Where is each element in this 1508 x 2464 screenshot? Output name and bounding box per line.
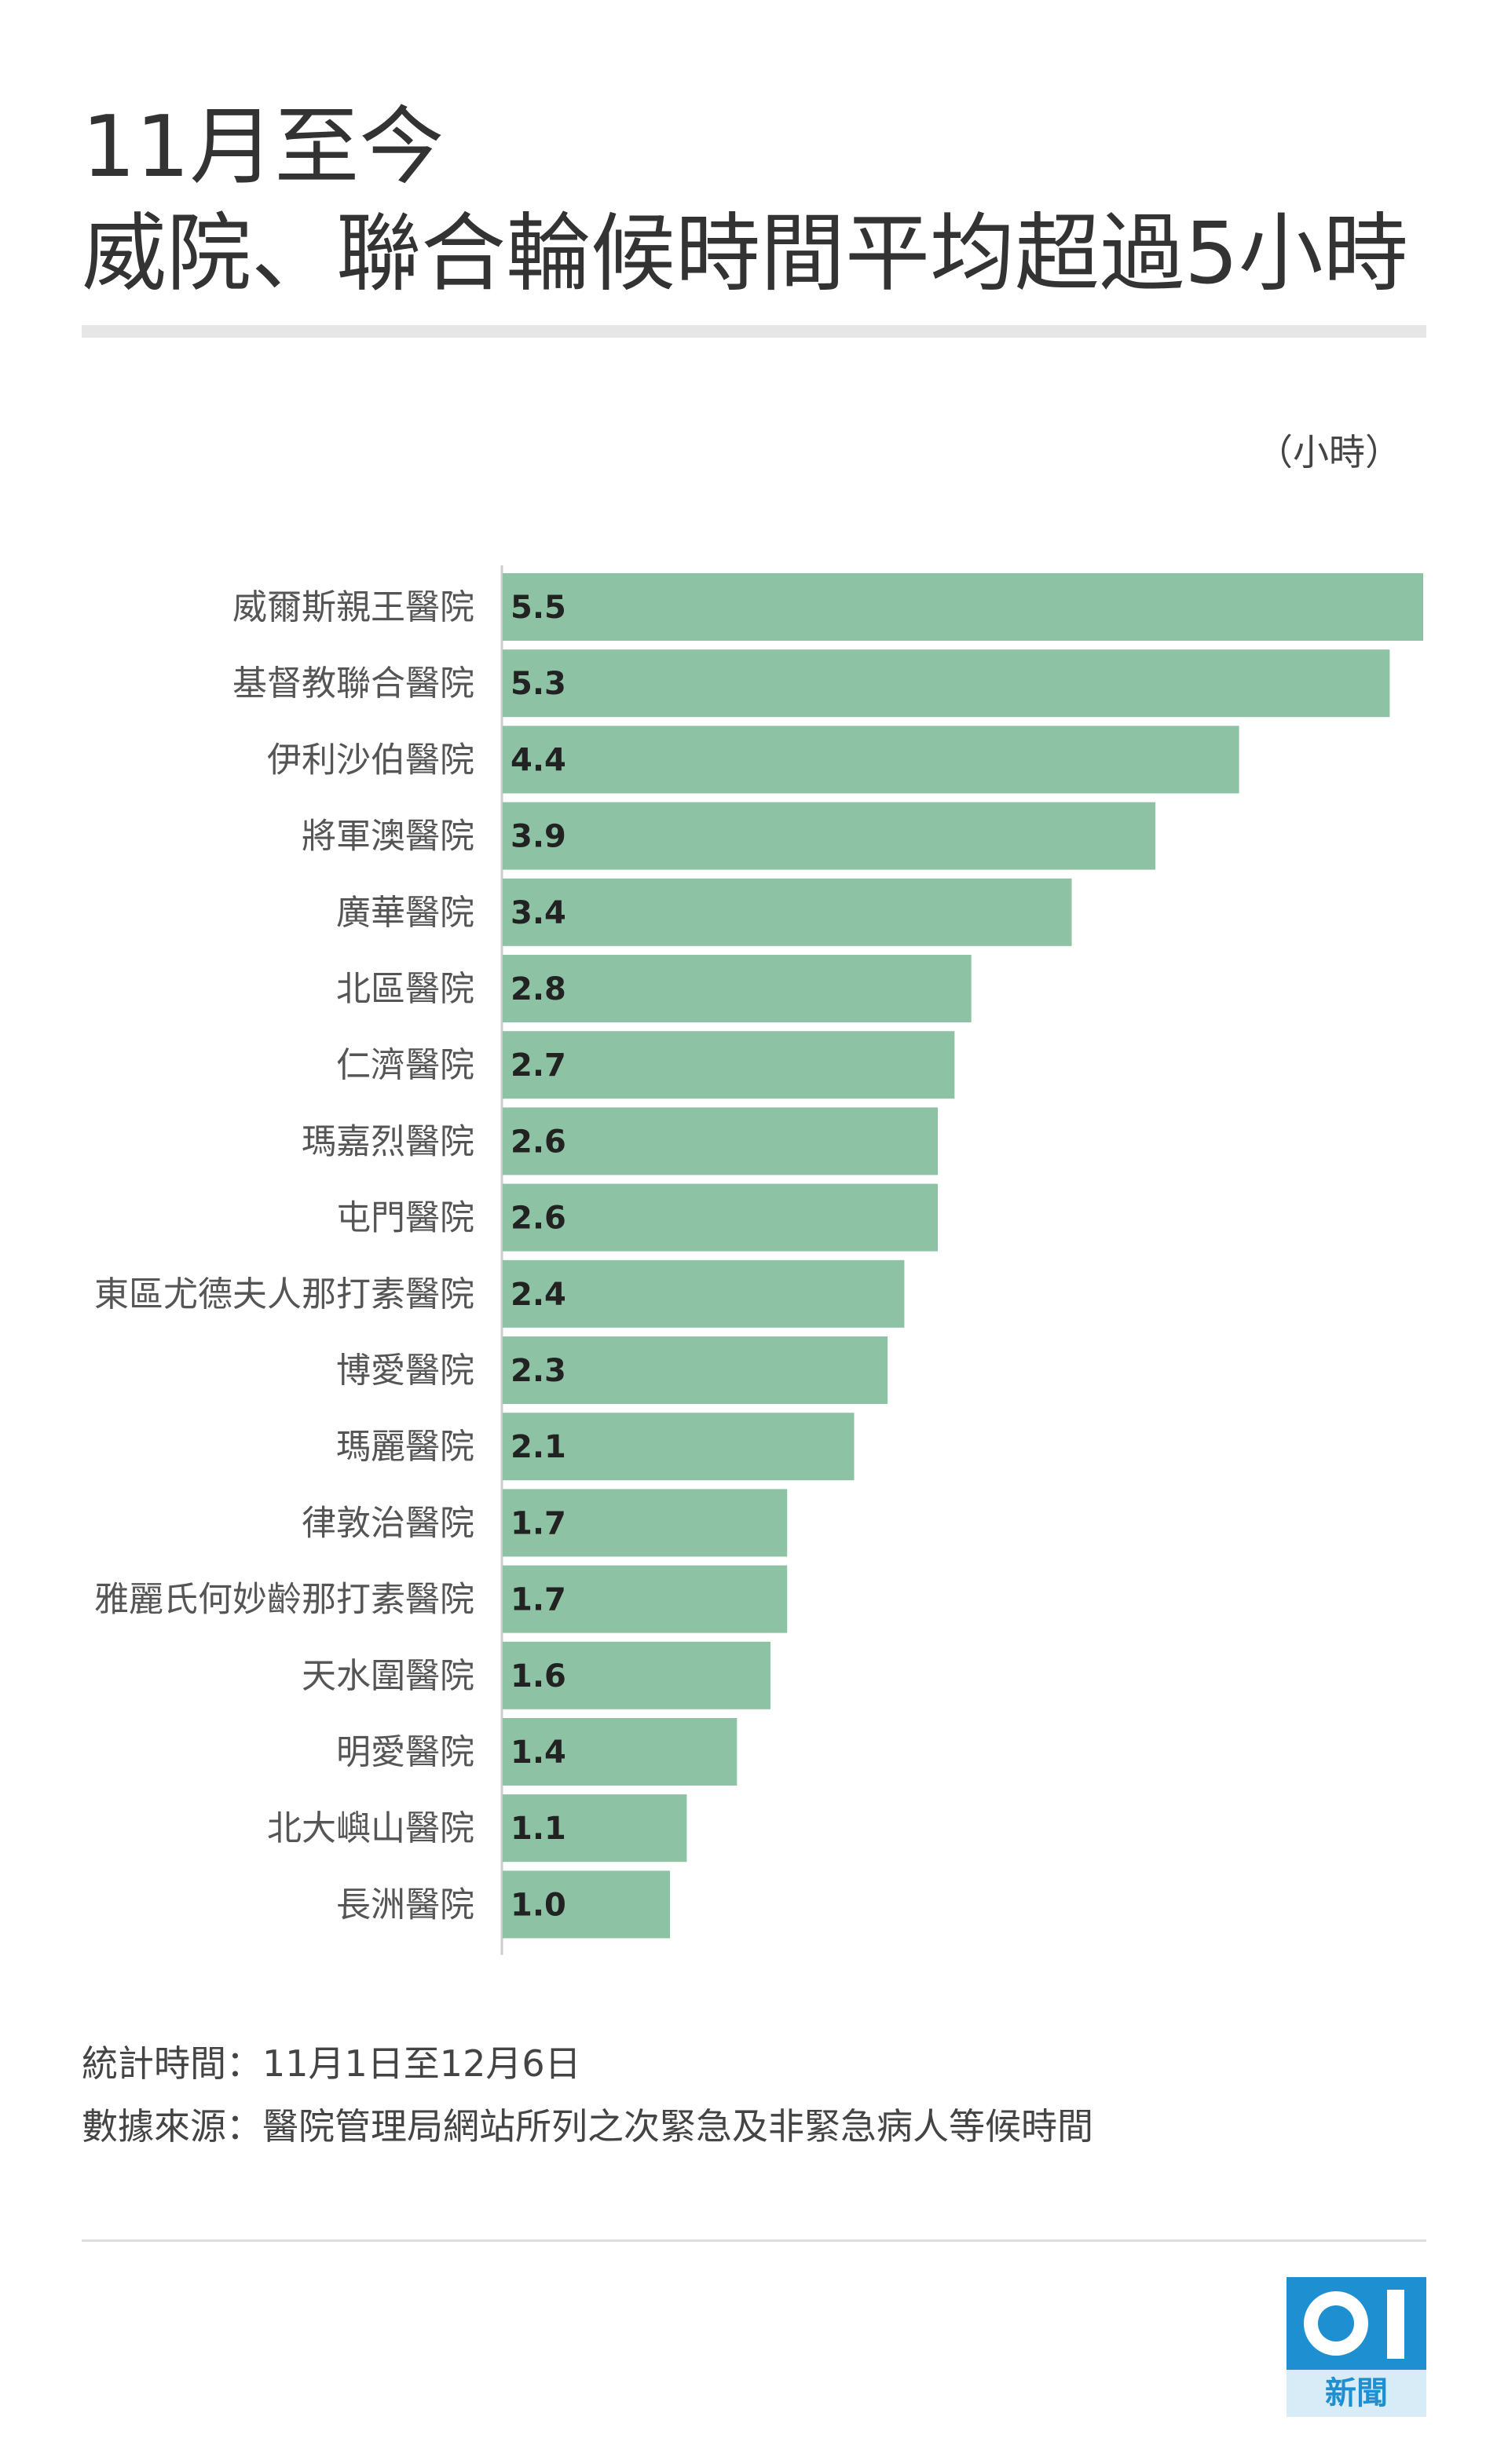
category-label: 瑪嘉烈醫院	[302, 1121, 474, 1161]
category-label: 天水圍醫院	[302, 1656, 474, 1696]
logo-ring-shape	[1304, 2291, 1368, 2356]
category-label: 廣華醫院	[336, 893, 474, 933]
category-label: 博愛醫院	[336, 1351, 474, 1391]
category-label: 北大嶼山醫院	[267, 1808, 474, 1848]
category-label: 東區尤德夫人那打素醫院	[94, 1274, 474, 1314]
data-source: 數據來源：醫院管理局網站所列之次緊急及非緊急病人等候時間	[82, 2105, 1093, 2148]
value-label: 4.4	[511, 742, 566, 778]
bar	[503, 1718, 738, 1786]
value-label: 1.7	[511, 1505, 566, 1541]
value-label: 5.3	[511, 666, 566, 702]
value-label: 1.7	[511, 1582, 566, 1618]
statistics-period: 統計時間：11月1日至12月6日	[82, 2042, 581, 2085]
category-label: 雅麗氏何妙齡那打素醫院	[94, 1580, 474, 1620]
bar	[503, 802, 1156, 870]
category-label: 伊利沙伯醫院	[267, 740, 474, 780]
value-label: 2.3	[511, 1353, 566, 1389]
bar	[503, 1031, 955, 1099]
category-label: 明愛醫院	[336, 1732, 474, 1772]
title-divider	[82, 325, 1426, 338]
bar	[503, 1107, 939, 1175]
bar	[503, 1336, 888, 1404]
value-label: 3.4	[511, 895, 566, 931]
value-label: 5.5	[511, 590, 566, 626]
bar	[503, 1794, 687, 1863]
logo-one-shape	[1387, 2290, 1404, 2359]
value-label: 2.7	[511, 1047, 566, 1084]
value-label: 1.1	[511, 1811, 566, 1847]
bar	[503, 955, 972, 1022]
category-label: 律敦治醫院	[302, 1503, 474, 1543]
value-label: 2.6	[511, 1124, 566, 1160]
value-label: 2.6	[511, 1201, 566, 1237]
value-label: 2.4	[511, 1277, 566, 1313]
hk01-logo-icon: 新聞	[1287, 2277, 1426, 2417]
value-label: 1.4	[511, 1735, 566, 1771]
bar	[503, 878, 1072, 946]
bar	[503, 649, 1390, 718]
category-label: 將軍澳醫院	[302, 817, 474, 857]
footer-divider	[82, 2239, 1426, 2242]
chart-title-line-1: 11月至今	[82, 98, 445, 196]
category-label: 基督教聯合醫院	[232, 664, 474, 704]
category-label: 北區醫院	[336, 969, 474, 1009]
value-label: 3.9	[511, 819, 566, 855]
chart-title: 11月至今 威院、聯合輪候時間平均超過5小時	[82, 94, 1433, 308]
bar	[503, 1183, 939, 1252]
category-label: 瑪麗醫院	[336, 1427, 474, 1467]
logo-text: 新聞	[1287, 2370, 1426, 2417]
bar	[503, 1870, 671, 1939]
chart-title-line-2: 威院、聯合輪候時間平均超過5小時	[82, 205, 1408, 303]
bar	[503, 1641, 770, 1709]
value-label: 2.8	[511, 971, 566, 1007]
category-label: 威爾斯親王醫院	[232, 587, 474, 627]
bar	[503, 1259, 905, 1328]
bar-chart: 威爾斯親王醫院 5.5 基督教聯合醫院 5.3 伊利沙伯醫院 4.4 將軍澳醫院 3.9 廣華醫…	[94, 565, 1423, 1955]
category-label: 長洲醫院	[336, 1885, 474, 1925]
bar	[503, 1565, 788, 1633]
category-label: 屯門醫院	[336, 1198, 474, 1238]
footnotes: 統計時間：11月1日至12月6日 數據來源：醫院管理局網站所列之次緊急及非緊急病…	[82, 2032, 1093, 2158]
value-label: 1.0	[511, 1887, 566, 1923]
bar	[503, 1413, 855, 1481]
bar	[503, 726, 1239, 794]
logo-mark	[1287, 2277, 1426, 2370]
value-label: 2.1	[511, 1429, 566, 1465]
bar	[503, 1489, 788, 1557]
value-label: 1.6	[511, 1658, 566, 1694]
unit-label: （小時）	[1257, 431, 1401, 473]
category-label: 仁濟醫院	[336, 1045, 474, 1085]
bar	[503, 573, 1423, 641]
